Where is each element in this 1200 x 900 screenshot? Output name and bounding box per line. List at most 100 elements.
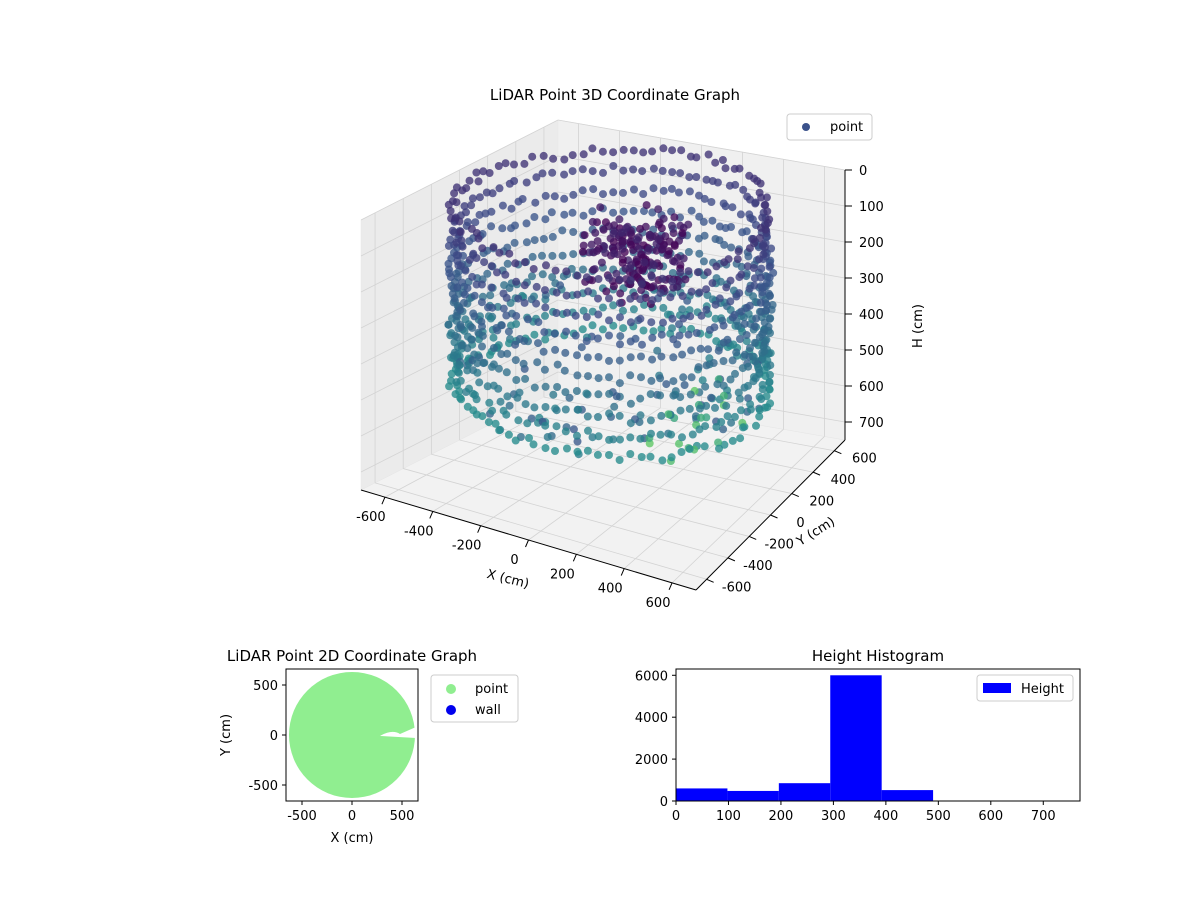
chart-3d-legend: point: [786, 113, 873, 141]
chart-3d-point: [720, 240, 729, 249]
chart-3d-point: [745, 244, 754, 253]
chart-3d-point: [550, 192, 559, 201]
chart-3d-point: [696, 404, 704, 413]
chart-3d-xtick: [572, 554, 577, 562]
chart-3d-point: [669, 257, 677, 265]
chart-3d-point: [560, 366, 569, 375]
chart-3d-point: [552, 422, 561, 431]
chart-3d-point: [702, 175, 711, 184]
chart-3d-point: [529, 265, 538, 273]
chart-3d-point: [730, 412, 739, 421]
chart-3d-point: [678, 433, 686, 442]
chart-3d-point: [588, 433, 597, 442]
chart-3d-point: [579, 265, 587, 274]
chart-3d-point: [503, 392, 512, 401]
chart-3d-point: [444, 320, 453, 329]
chart-3d-point: [472, 168, 481, 177]
chart-3d-point: [502, 311, 511, 320]
chart-3d-point: [766, 329, 774, 337]
chart-3d-xtick: [477, 525, 482, 533]
chart-3d-point: [616, 340, 624, 349]
chart-3d-point: [715, 294, 724, 303]
chart-3d-point: [452, 238, 461, 247]
chart-3d-point: [550, 329, 559, 338]
chart-3d-point: [552, 309, 561, 317]
chart-3d-point: [482, 188, 491, 197]
chart-3d-point: [522, 238, 531, 247]
chart-3d-point: [755, 412, 764, 421]
chart-3d-point: [668, 269, 677, 277]
chart-3d-point: [681, 275, 690, 284]
chart-3d-point: [649, 282, 658, 291]
chart-3d-point: [539, 347, 548, 356]
chart-3d-point: [755, 234, 764, 242]
chart-3d-point: [478, 412, 487, 421]
chart-3d-xtick-label: -600: [356, 510, 386, 525]
chart-3d-point: [679, 314, 688, 323]
chart-3d-point: [449, 351, 458, 360]
chart-3d-point: [502, 368, 511, 377]
chart-3d-point: [718, 156, 727, 164]
chart-2d-plot-area: [289, 672, 416, 798]
chart-3d-point: [615, 411, 624, 420]
chart-3d-point: [538, 169, 547, 178]
chart-3d-point: [702, 361, 711, 370]
chart-3d-point: [551, 345, 560, 354]
chart-3d-point: [474, 177, 483, 186]
chart-3d-point: [696, 344, 705, 353]
chart-3d-point: [686, 312, 695, 321]
chart-3d-point: [538, 251, 546, 260]
chart-3d-point: [675, 439, 683, 448]
chart-3d-point: [491, 419, 500, 428]
chart-3d-point: [528, 272, 536, 281]
chart-3d-point: [475, 193, 484, 202]
chart-3d-point: [454, 368, 463, 377]
chart-3d-point: [648, 147, 657, 156]
chart-3d-point: [735, 394, 744, 403]
chart-3d-point: [742, 227, 751, 236]
chart-3d-point: [732, 348, 741, 357]
chart-3d-point: [560, 170, 569, 179]
chart-2d-legend: point wall: [430, 674, 519, 723]
chart-3d-point: [695, 425, 704, 434]
chart-3d-point: [667, 430, 676, 439]
chart-3d-point: [762, 193, 771, 202]
chart-3d-point: [740, 320, 749, 328]
chart-3d-point: [529, 440, 538, 449]
chart-3d-point: [719, 425, 728, 434]
chart-3d-point: [552, 288, 561, 297]
chart-3d-point: [757, 193, 766, 202]
chart-3d-point: [688, 430, 697, 439]
chart-3d-point: [495, 248, 504, 257]
chart-3d-point: [453, 283, 462, 292]
chart-3d-point: [629, 206, 638, 215]
chart-3d-point: [548, 273, 557, 282]
chart-3d-point: [588, 217, 597, 226]
chart-3d-point: [457, 395, 466, 404]
chart-3d-gridline-floor-y: [459, 439, 771, 516]
chart-3d-point: [486, 291, 495, 300]
chart-3d-point: [765, 262, 774, 271]
chart-3d-point: [675, 320, 683, 329]
chart-3d-point: [668, 221, 676, 230]
chart-3d-point: [605, 451, 613, 459]
chart-3d-point: [685, 173, 694, 182]
histogram-xtick-label: 300: [821, 809, 846, 824]
chart-3d-ytick-label: 600: [852, 452, 877, 467]
chart-3d-point: [568, 208, 577, 217]
chart-3d-point: [615, 275, 624, 284]
chart-3d-point: [512, 376, 521, 384]
chart-3d-point: [728, 313, 737, 322]
chart-3d-point: [504, 430, 513, 439]
chart-3d-point: [684, 248, 693, 256]
chart-3d-point: [496, 397, 505, 406]
chart-3d-xtick: [668, 582, 673, 591]
chart-3d-point: [726, 297, 735, 306]
histogram-ytick-label: 0: [660, 795, 668, 810]
chart-3d-point: [737, 406, 745, 415]
chart-3d-point: [488, 303, 497, 312]
chart-3d-point: [556, 281, 565, 290]
chart-3d-scatter: LiDAR Point 3D Coordinate Graph -600 -400…: [356, 86, 926, 611]
chart-3d-point: [573, 351, 581, 360]
chart-3d-point: [505, 401, 514, 410]
